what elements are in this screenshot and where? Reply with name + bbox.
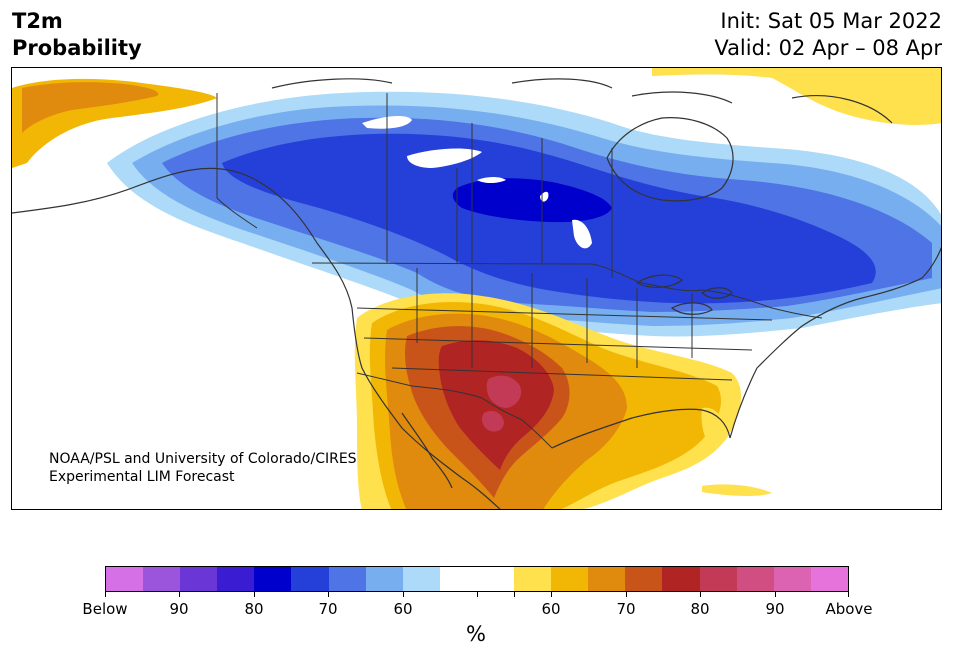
colorbar-unit: % [466, 622, 486, 646]
colorbar-swatch [143, 567, 181, 591]
probability-map [12, 68, 941, 509]
colorbar-swatch [254, 567, 292, 591]
arctic-islands [271, 78, 893, 124]
colorbar-swatch [662, 567, 700, 591]
hudson-bay [606, 117, 734, 202]
credit-line-2: Experimental LIM Forecast [49, 469, 235, 485]
colorbar-tick-label: Below [82, 600, 128, 618]
warm-contour-80b [481, 410, 504, 432]
us-mexico-border [356, 372, 553, 449]
colorbar-swatch [217, 567, 255, 591]
valid-date-label: Valid: 02 Apr – 08 Apr [714, 36, 942, 60]
colorbar-tick-label: Above [825, 600, 873, 618]
colorbar-tick-labels: Below 90 80 70 60 60 70 80 90 Above [82, 600, 872, 620]
us-canada-border [311, 262, 823, 319]
colorbar-tick-label: 80 [244, 600, 264, 618]
colorbar-swatch [180, 567, 218, 591]
colorbar-tick [775, 592, 776, 597]
colorbar-tick [179, 592, 180, 597]
great-lakes [635, 274, 733, 315]
colorbar-swatch [291, 567, 329, 591]
colorbar-tick-label: 70 [616, 600, 636, 618]
colorbar-swatch [402, 567, 440, 591]
colorbar-tick [105, 592, 106, 597]
colorbar-tick-label: 70 [318, 600, 338, 618]
title-line-1: T2m [12, 9, 63, 33]
above-normal-shading [12, 68, 941, 509]
baja [401, 412, 453, 489]
warm-alaska-inner [22, 82, 159, 133]
canada-provinces [386, 93, 613, 278]
us-states-1 [416, 268, 693, 368]
colorbar-swatch [439, 567, 477, 591]
below-normal-shading [107, 91, 941, 337]
colorbar-tick [551, 592, 552, 597]
colorbar-swatch [810, 567, 848, 591]
colorbar-tick [328, 592, 329, 597]
colorbar-swatch [625, 567, 663, 591]
init-date-label: Init: Sat 05 Mar 2022 [720, 9, 942, 33]
colorbar-tick [848, 592, 849, 597]
map-panel [11, 67, 942, 510]
colorbar-tick-label: 60 [393, 600, 413, 618]
colorbar-tick [477, 592, 478, 597]
data-credit: NOAA/PSL and University of Colorado/CIRE… [49, 450, 357, 486]
warm-contour-80 [486, 375, 522, 408]
east-coast [729, 246, 941, 439]
colorbar-swatch [736, 567, 774, 591]
warm-cuba [702, 484, 772, 496]
forecast-dates: Init: Sat 05 Mar 2022 Valid: 02 Apr – 08… [714, 8, 942, 62]
colorbar-tick-label: 90 [169, 600, 189, 618]
title-line-2: Probability [12, 36, 142, 60]
colorbar-tick-label: 60 [541, 600, 561, 618]
colorbar-swatch [328, 567, 366, 591]
colorbar-tick-label: 80 [690, 600, 710, 618]
us-states-2 [356, 307, 773, 381]
colorbar-tick [403, 592, 404, 597]
colorbar-tick-label: 90 [765, 600, 785, 618]
colorbar-tick [254, 592, 255, 597]
colorbar-swatch [514, 567, 552, 591]
colorbar-tick [514, 592, 515, 597]
colorbar-tick [626, 592, 627, 597]
colorbar-swatch [588, 567, 626, 591]
cold-contour-80 [452, 178, 612, 223]
colorbar-swatch [773, 567, 811, 591]
political-borders [216, 93, 823, 449]
warm-greenland [652, 68, 941, 125]
colorbar-tick [700, 592, 701, 597]
credit-line-1: NOAA/PSL and University of Colorado/CIRE… [49, 451, 357, 467]
colorbar [105, 566, 849, 592]
colorbar-swatch [476, 567, 515, 591]
west-coast [12, 167, 501, 509]
coastlines [12, 78, 941, 509]
colorbar-swatch [106, 567, 144, 591]
gulf-coast [551, 408, 731, 449]
colorbar-swatch [699, 567, 737, 591]
colorbar-swatch [365, 567, 403, 591]
colorbar-swatch [551, 567, 589, 591]
alaska-border [216, 93, 258, 229]
map-title: T2m Probability [12, 8, 142, 62]
colorbar-ticks [105, 592, 849, 598]
